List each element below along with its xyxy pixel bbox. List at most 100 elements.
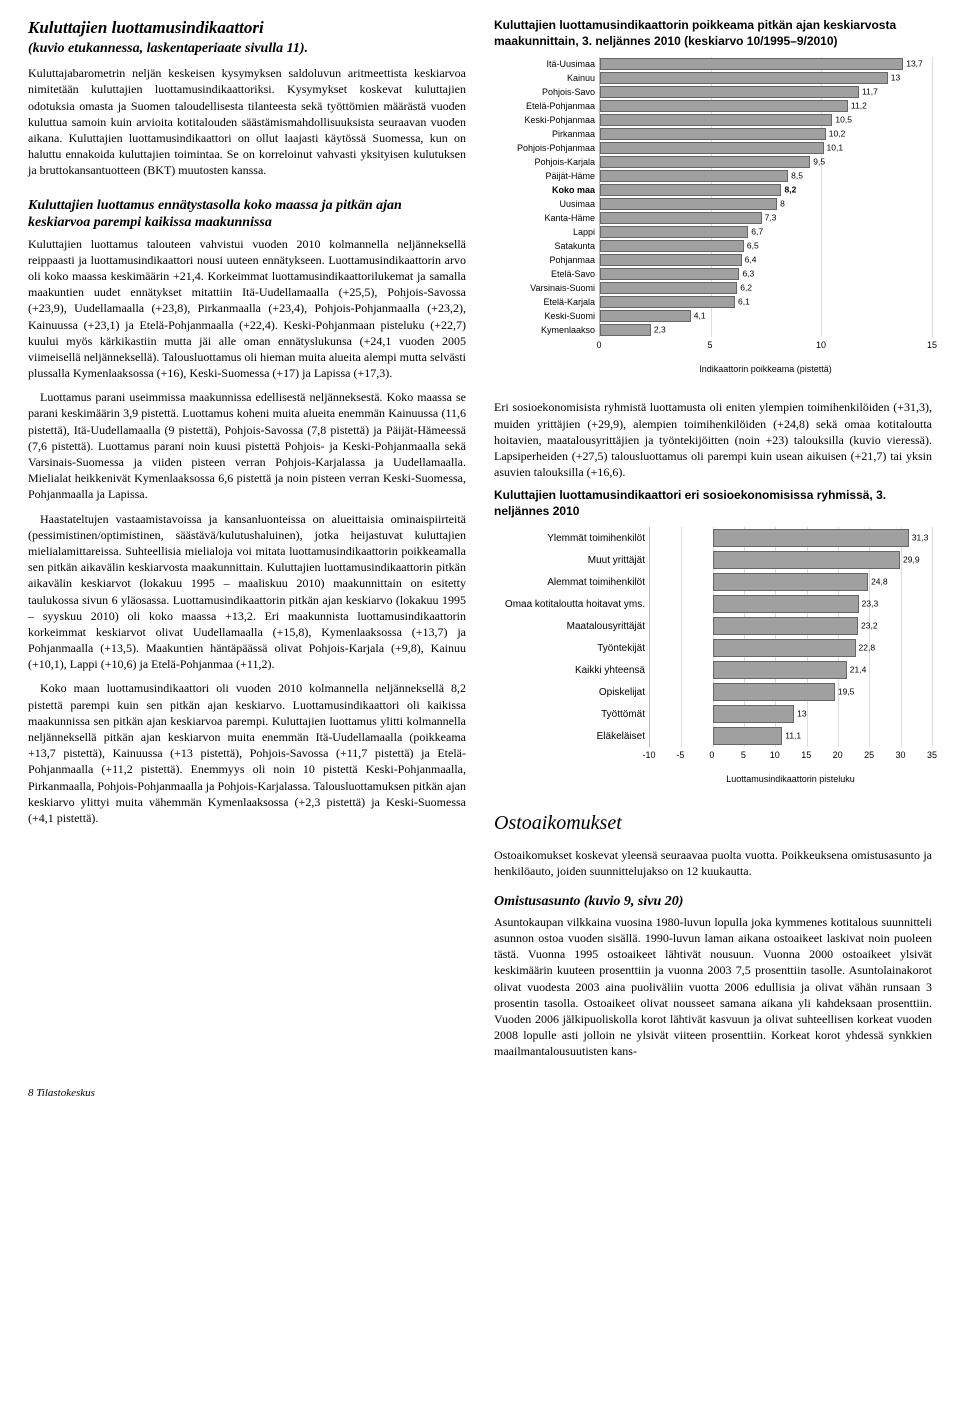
bar-label: Kymenlaakso xyxy=(494,324,599,336)
bar xyxy=(600,58,903,70)
axis-tick: 25 xyxy=(864,749,874,761)
subheading-omistusasunto: Omistusasunto (kuvio 9, sivu 20) xyxy=(494,893,932,912)
bar xyxy=(600,184,781,196)
bar xyxy=(600,142,824,154)
bar xyxy=(713,617,858,635)
bar-row: Pohjois-Savo11,7 xyxy=(494,85,932,99)
bar-track: 8,5 xyxy=(599,169,932,183)
bar-value: 31,3 xyxy=(912,533,929,544)
bar-label: Pohjois-Karjala xyxy=(494,156,599,168)
bar-track: 13 xyxy=(599,71,932,85)
bar-track: 10,5 xyxy=(599,113,932,127)
bar-row: Keski-Pohjanmaa10,5 xyxy=(494,113,932,127)
bar xyxy=(713,683,835,701)
bar-label: Pirkanmaa xyxy=(494,128,599,140)
bar xyxy=(713,705,794,723)
bar xyxy=(600,254,742,266)
bar-value: 8,5 xyxy=(791,170,803,181)
axis-tick: 30 xyxy=(896,749,906,761)
paragraph-7: Ostoaikomukset koskevat yleensä seuraava… xyxy=(494,847,932,879)
bar xyxy=(600,282,737,294)
left-column: Kuluttajien luottamusindikaattori (kuvio… xyxy=(28,18,466,1068)
axis-tick: -10 xyxy=(642,749,655,761)
bar-label: Maatalousyrittäjät xyxy=(494,620,649,634)
bar-track: 10,1 xyxy=(599,141,932,155)
bar-label: Kanta-Häme xyxy=(494,212,599,224)
axis-label: Luottamusindikaattorin pisteluku xyxy=(649,773,932,785)
bar-track: 22,8 xyxy=(649,637,932,659)
bar-track: 11,2 xyxy=(599,99,932,113)
axis-tick: 10 xyxy=(816,339,826,351)
axis-tick: 0 xyxy=(709,749,714,761)
bar-row: Pohjois-Karjala9,5 xyxy=(494,155,932,169)
axis-tick: 10 xyxy=(770,749,780,761)
bar-value: 8 xyxy=(780,198,785,209)
bar xyxy=(600,72,888,84)
bar-label: Pohjanmaa xyxy=(494,254,599,266)
bar-label: Koko maa xyxy=(494,184,599,196)
bar-value: 4,1 xyxy=(694,310,706,321)
bar-track: 10,2 xyxy=(599,127,932,141)
bar xyxy=(600,198,777,210)
bar-track: 29,9 xyxy=(649,549,932,571)
main-title: Kuluttajien luottamusindikaattori xyxy=(28,18,466,38)
bar-value: 23,3 xyxy=(862,599,879,610)
axis-tick: -5 xyxy=(676,749,684,761)
bar xyxy=(713,639,856,657)
bar xyxy=(713,595,859,613)
bar xyxy=(600,324,651,336)
paragraph-2: Kuluttajien luottamus talouteen vahvistu… xyxy=(28,236,466,382)
chart-2: Kuluttajien luottamusindikaattori eri so… xyxy=(494,488,932,785)
bar-row: Satakunta6,5 xyxy=(494,239,932,253)
bar xyxy=(713,551,900,569)
bar-value: 10,1 xyxy=(827,142,844,153)
bar-track: 4,1 xyxy=(599,309,932,323)
bar-track: 6,3 xyxy=(599,267,932,281)
bar-label: Satakunta xyxy=(494,240,599,252)
bar-track: 21,4 xyxy=(649,659,932,681)
bar-label: Opiskelijat xyxy=(494,686,649,700)
bar xyxy=(600,114,832,126)
paragraph-4: Haastateltujen vastaamistavoissa ja kans… xyxy=(28,511,466,673)
bar xyxy=(600,268,739,280)
bar-row: Itä-Uusimaa13,7 xyxy=(494,57,932,71)
bar xyxy=(600,128,826,140)
bar-track: 2,3 xyxy=(599,323,932,337)
axis-tick: 15 xyxy=(801,749,811,761)
axis-label: Indikaattorin poikkeama (pistettä) xyxy=(599,363,932,375)
bar-row: Uusimaa 8 xyxy=(494,197,932,211)
bar-value: 19,5 xyxy=(838,687,855,698)
bar xyxy=(600,100,848,112)
paragraph-6: Eri sosioekonomisista ryhmistä luottamus… xyxy=(494,399,932,480)
paragraph-5: Koko maan luottamusindikaattori oli vuod… xyxy=(28,680,466,826)
bar-track: 13 xyxy=(649,703,932,725)
bar-row: Omaa kotitaloutta hoitavat yms.23,3 xyxy=(494,593,932,615)
bar-value: 2,3 xyxy=(654,324,666,335)
bar-row: Maatalousyrittäjät 23,2 xyxy=(494,615,932,637)
bar xyxy=(600,240,744,252)
bar-label: Alemmat toimihenkilöt xyxy=(494,576,649,590)
bar xyxy=(713,727,783,745)
bar-value: 6,1 xyxy=(738,296,750,307)
bar xyxy=(600,170,788,182)
bar-label: Eläkeläiset xyxy=(494,730,649,744)
bar-label: Uusimaa xyxy=(494,198,599,210)
bar-value: 11,2 xyxy=(851,100,867,111)
bar-label: Lappi xyxy=(494,226,599,238)
section-ostoaikomukset: Ostoaikomukset xyxy=(494,810,932,837)
bar-label: Työttömät xyxy=(494,708,649,722)
bar-value: 11,7 xyxy=(862,86,878,97)
bar-track: 9,5 xyxy=(599,155,932,169)
bar-track: 6,2 xyxy=(599,281,932,295)
bar-value: 10,5 xyxy=(835,114,852,125)
bar-value: 23,2 xyxy=(861,621,878,632)
bar-label: Etelä-Savo xyxy=(494,268,599,280)
bar-row: Etelä-Pohjanmaa11,2 xyxy=(494,99,932,113)
bar xyxy=(713,661,847,679)
bar-value: 13 xyxy=(891,72,900,83)
bar-label: Varsinais-Suomi xyxy=(494,282,599,294)
bar-track: 6,5 xyxy=(599,239,932,253)
bar-row: Pohjois-Pohjanmaa10,1 xyxy=(494,141,932,155)
bar xyxy=(600,86,859,98)
bar-label: Etelä-Karjala xyxy=(494,296,599,308)
